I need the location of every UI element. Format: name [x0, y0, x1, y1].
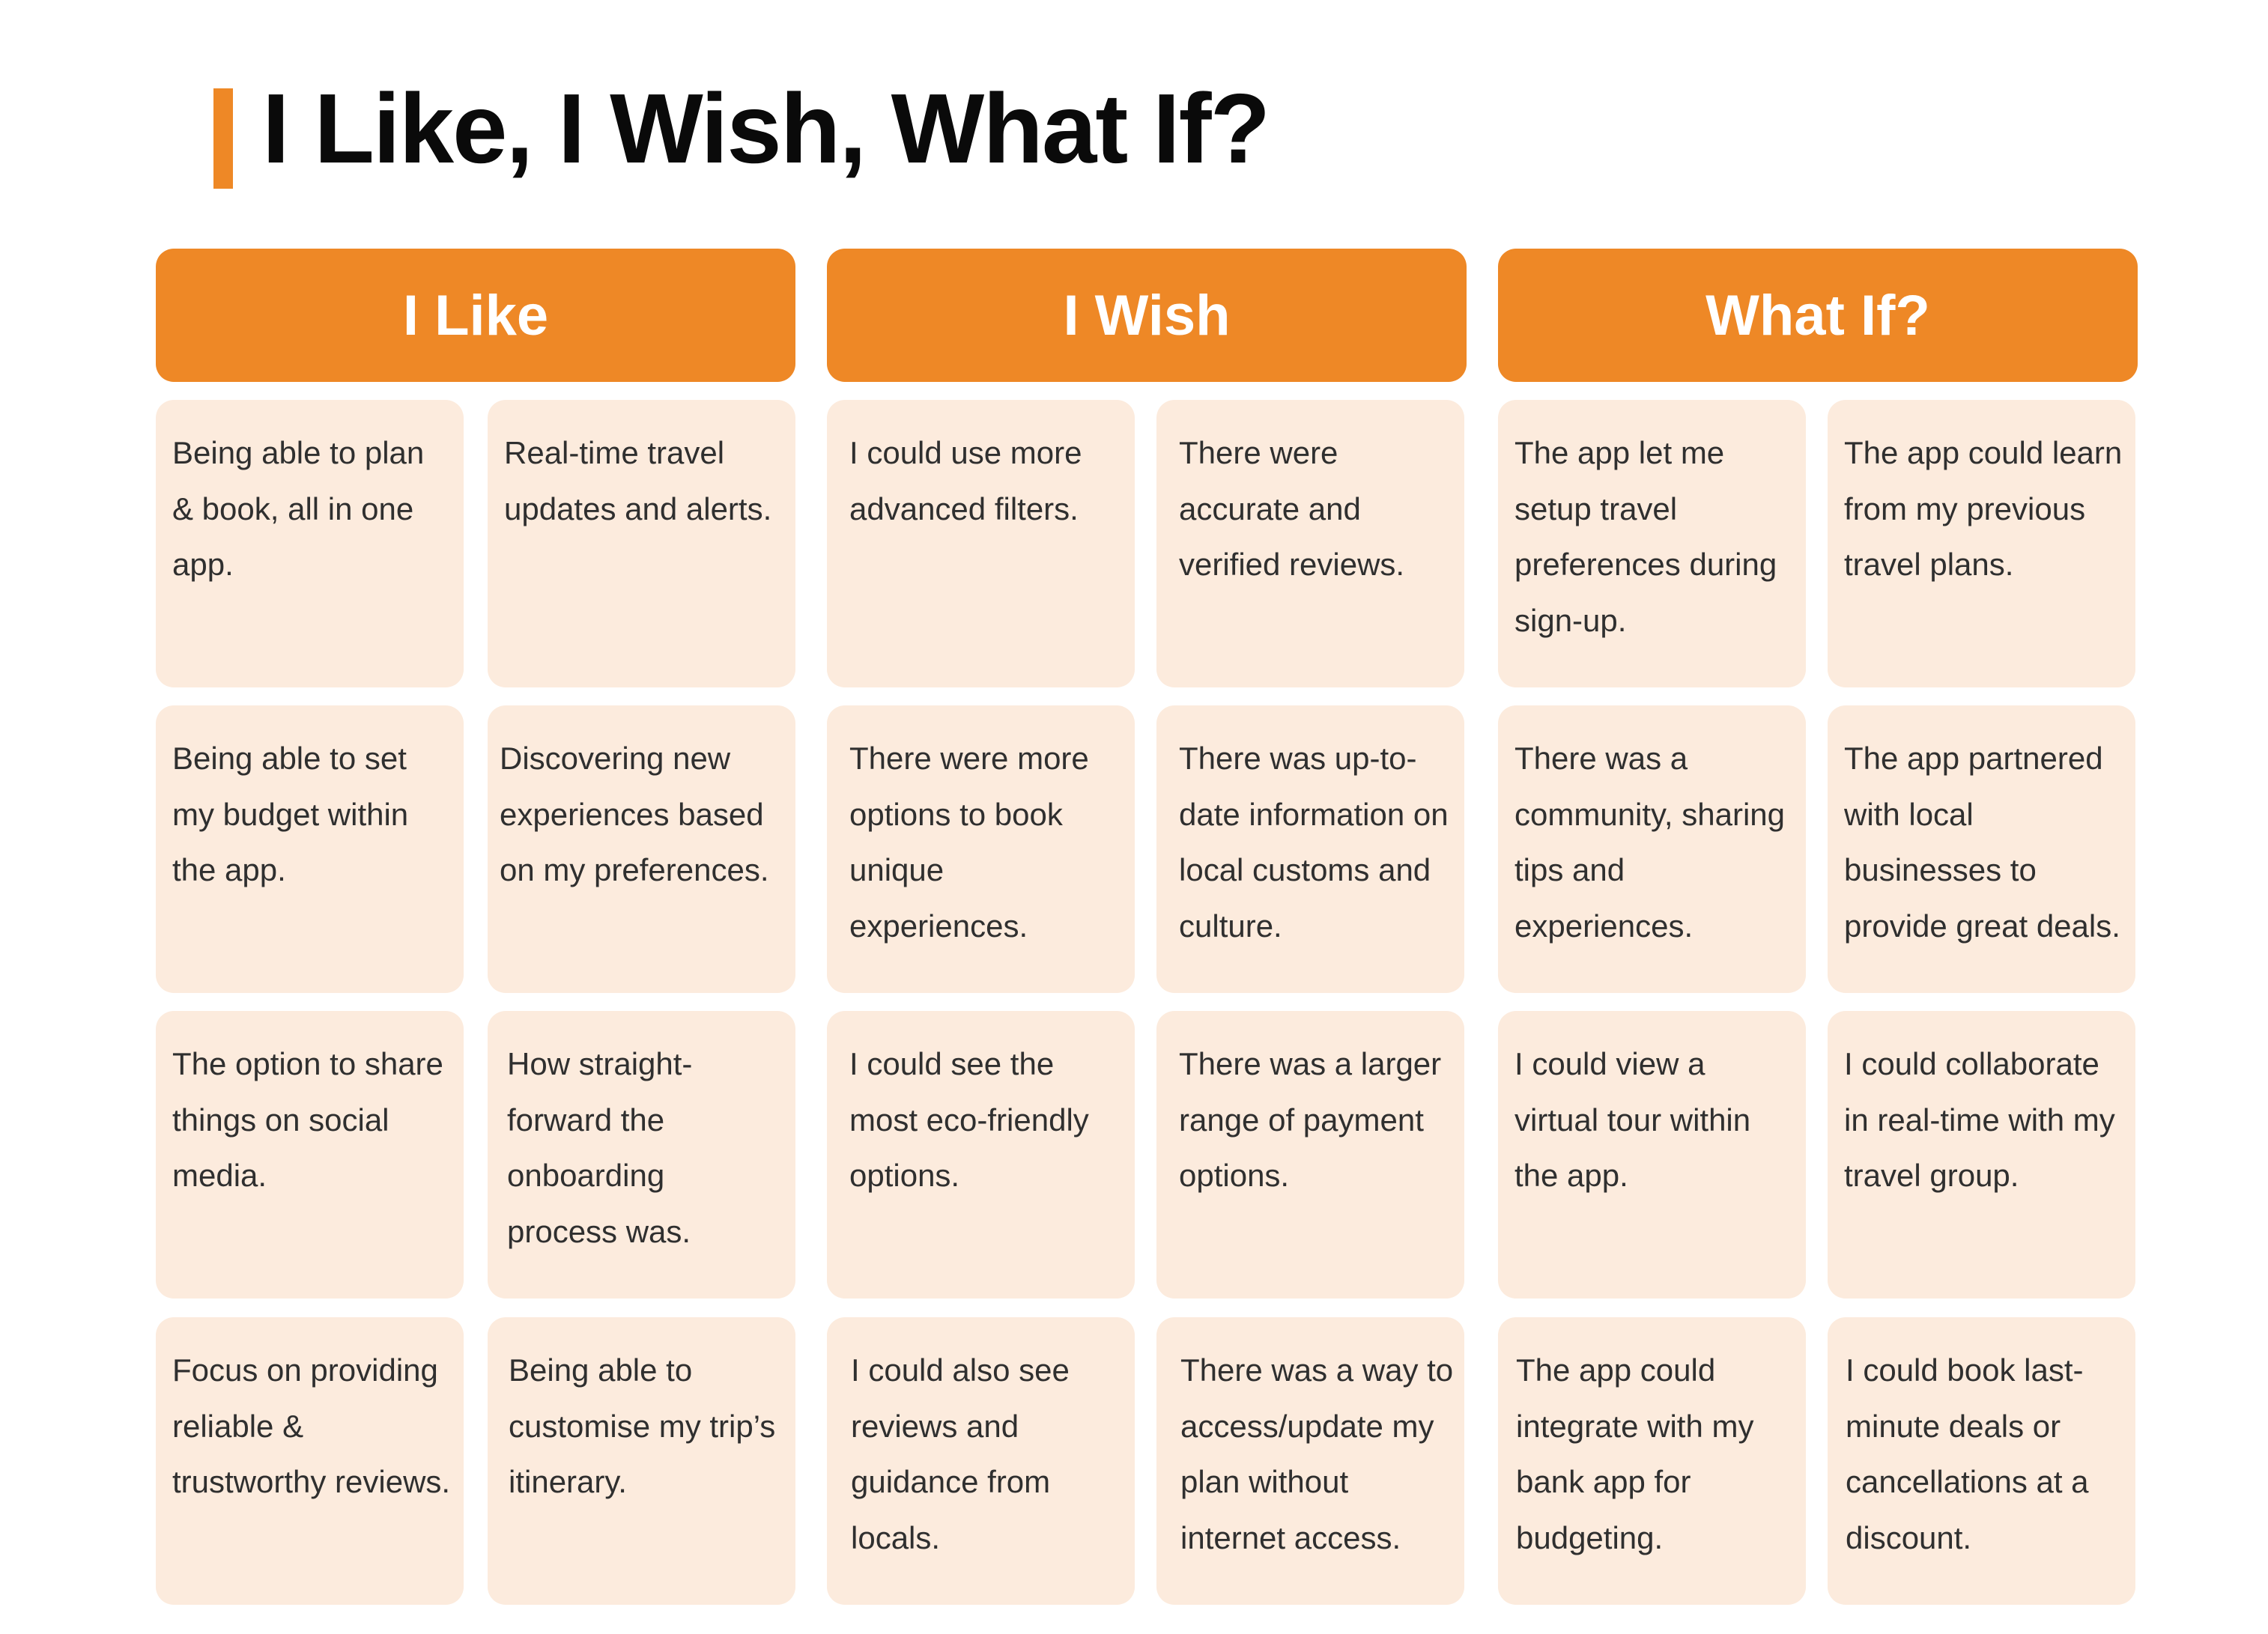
sticky-note: There was a larger range of payment opti… — [1156, 1011, 1464, 1299]
column-header-i-wish: I Wish — [827, 249, 1467, 382]
sticky-note: I could also see reviews and guidance fr… — [827, 1317, 1135, 1605]
sticky-note: I could see the most eco-friendly option… — [827, 1011, 1135, 1299]
sticky-note: The app could integrate with my bank app… — [1498, 1317, 1806, 1605]
sticky-note: Discovering new experiences based on my … — [488, 705, 795, 993]
sticky-note: Real-time travel updates and alerts. — [488, 400, 795, 687]
sticky-note: There was up-to-date information on loca… — [1156, 705, 1464, 993]
page-title: I Like, I Wish, What If? — [262, 73, 1270, 183]
sticky-note: Focus on providing reliable & trustworth… — [156, 1317, 464, 1605]
title-accent-bar — [213, 88, 233, 189]
sticky-note: How straight-forward the onboarding proc… — [488, 1011, 795, 1299]
sticky-note: The app could learn from my previous tra… — [1828, 400, 2135, 687]
sticky-note: I could book last-minute deals or cancel… — [1828, 1317, 2135, 1605]
sticky-note: There were more options to book unique e… — [827, 705, 1135, 993]
sticky-note: I could use more advanced filters. — [827, 400, 1135, 687]
sticky-note: I could collaborate in real-time with my… — [1828, 1011, 2135, 1299]
sticky-note: The app partnered with local businesses … — [1828, 705, 2135, 993]
sticky-note: There were accurate and verified reviews… — [1156, 400, 1464, 687]
sticky-note: The option to share things on social med… — [156, 1011, 464, 1299]
sticky-note: Being able to customise my trip’s itiner… — [488, 1317, 795, 1605]
sticky-note: Being able to set my budget within the a… — [156, 705, 464, 993]
sticky-note: There was a way to access/update my plan… — [1156, 1317, 1464, 1605]
sticky-note: I could view a virtual tour within the a… — [1498, 1011, 1806, 1299]
sticky-note: Being able to plan & book, all in one ap… — [156, 400, 464, 687]
column-header-what-if: What If? — [1498, 249, 2138, 382]
sticky-note: There was a community, sharing tips and … — [1498, 705, 1806, 993]
sticky-note: The app let me setup travel preferences … — [1498, 400, 1806, 687]
column-header-i-like: I Like — [156, 249, 795, 382]
